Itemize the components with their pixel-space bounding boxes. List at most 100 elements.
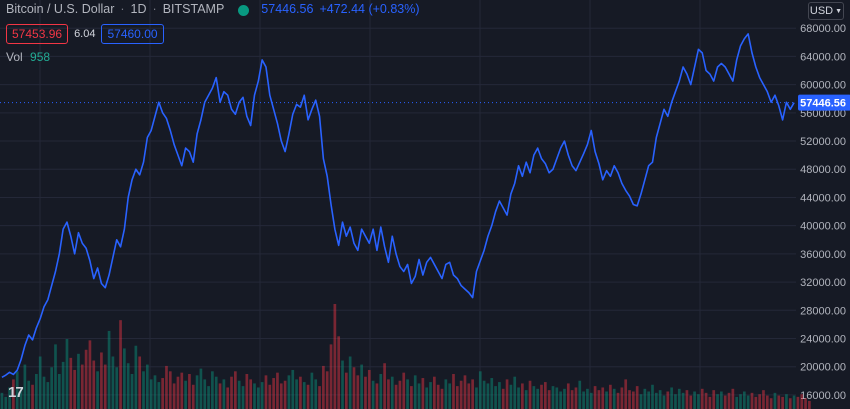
volume-bar <box>42 376 46 409</box>
volume-bar <box>176 376 180 409</box>
volume-bar <box>50 367 54 409</box>
volume-bar <box>754 396 758 409</box>
price-change: +472.44 (+0.83%) <box>319 2 420 16</box>
volume-bar <box>8 387 11 409</box>
y-tick-label: 48000.00 <box>800 164 846 176</box>
volume-bar <box>620 387 624 409</box>
volume-bar <box>96 371 99 409</box>
volume-bar <box>69 357 73 409</box>
volume-bar <box>241 386 245 409</box>
currency-select[interactable]: USD ▼ <box>808 2 844 20</box>
volume-bar <box>23 364 27 409</box>
volume-bar <box>398 380 402 409</box>
volume-bar <box>73 369 76 409</box>
symbol-name[interactable]: Bitcoin / U.S. Dollar <box>6 2 115 16</box>
volume-bar <box>788 398 792 409</box>
volume-bar <box>521 383 524 409</box>
volume-bar <box>635 386 639 409</box>
volume-bar <box>245 374 249 409</box>
volume-bar <box>299 376 302 409</box>
y-tick-label: 28000.00 <box>800 305 846 317</box>
volume-bar <box>578 380 582 409</box>
volume-bar <box>57 374 61 409</box>
volume-bar <box>180 372 184 409</box>
volume-bar <box>543 382 547 409</box>
volume-bar <box>410 386 413 409</box>
volume-bar <box>475 387 478 409</box>
volume-bar <box>276 372 279 409</box>
volume-bar <box>781 396 784 409</box>
market-status-icon[interactable] <box>238 4 250 16</box>
y-tick-label: 40000.00 <box>800 221 846 233</box>
volume-bar <box>716 394 719 409</box>
volume-bar <box>727 392 731 409</box>
y-tick-label: 24000.00 <box>800 333 846 345</box>
volume-bar <box>467 383 471 409</box>
volume-bar <box>586 388 589 409</box>
volume-bar <box>804 398 807 409</box>
volume-bar <box>796 396 800 409</box>
volume-bar <box>459 380 463 409</box>
volume-bar <box>677 388 681 409</box>
volume-bar <box>314 379 318 409</box>
volume-bar <box>750 392 754 409</box>
volume-bar <box>455 386 459 409</box>
volume-bar <box>333 304 337 409</box>
current-price-badge <box>798 94 850 111</box>
volume-bar <box>570 390 574 409</box>
volume-bar <box>524 390 528 409</box>
volume-value: 958 <box>30 50 51 64</box>
volume-bar <box>283 380 287 409</box>
y-tick-label: 60000.00 <box>800 80 846 92</box>
volume-bar <box>19 388 23 409</box>
volume-bar <box>195 375 199 409</box>
volume-bar <box>681 392 685 409</box>
volume-bar <box>168 371 172 409</box>
volume-label: Vol <box>6 50 23 64</box>
volume-bar <box>440 388 444 409</box>
volume-bar <box>360 364 363 409</box>
volume-bar <box>390 376 394 409</box>
volume-bar <box>708 396 712 409</box>
volume-bar <box>344 372 348 409</box>
legend-separator: · <box>120 2 125 16</box>
volume-bar <box>211 371 214 409</box>
volume-bar <box>436 384 440 409</box>
volume-bar <box>574 387 578 409</box>
volume-bar <box>700 388 704 409</box>
volume-bar <box>35 374 38 409</box>
volume-bar <box>563 388 566 409</box>
volume-bar <box>501 388 505 409</box>
volume-bar <box>670 387 673 409</box>
volume-bar <box>624 379 628 409</box>
y-tick-label: 16000.00 <box>800 390 846 402</box>
volume-bar <box>662 395 666 409</box>
volume-bar <box>517 387 520 409</box>
volume-bar <box>134 345 138 409</box>
volume-bar <box>628 390 631 409</box>
volume-bar <box>111 356 115 409</box>
volume-bar <box>356 375 360 409</box>
volume-bar <box>609 384 612 409</box>
volume-bar <box>566 383 570 409</box>
volume-bar <box>739 394 742 409</box>
volume-bar <box>295 379 298 409</box>
volume-bar <box>433 376 436 409</box>
volume-bar <box>264 375 268 409</box>
volume-bar <box>762 390 765 409</box>
interval-label[interactable]: 1D <box>130 2 147 16</box>
volume-bar <box>153 375 157 409</box>
volume-bar <box>402 372 406 409</box>
sell-price-button[interactable]: 57453.96 <box>6 24 69 44</box>
buy-price-button[interactable]: 57460.00 <box>101 24 164 44</box>
y-tick-label: 32000.00 <box>800 277 846 289</box>
volume-bar <box>425 387 429 409</box>
volume-bar <box>279 383 283 409</box>
volume-bar <box>268 384 272 409</box>
y-tick-label: 44000.00 <box>800 192 846 204</box>
volume-bar <box>161 378 164 409</box>
volume-bar <box>329 344 333 409</box>
volume-bar <box>222 379 226 409</box>
